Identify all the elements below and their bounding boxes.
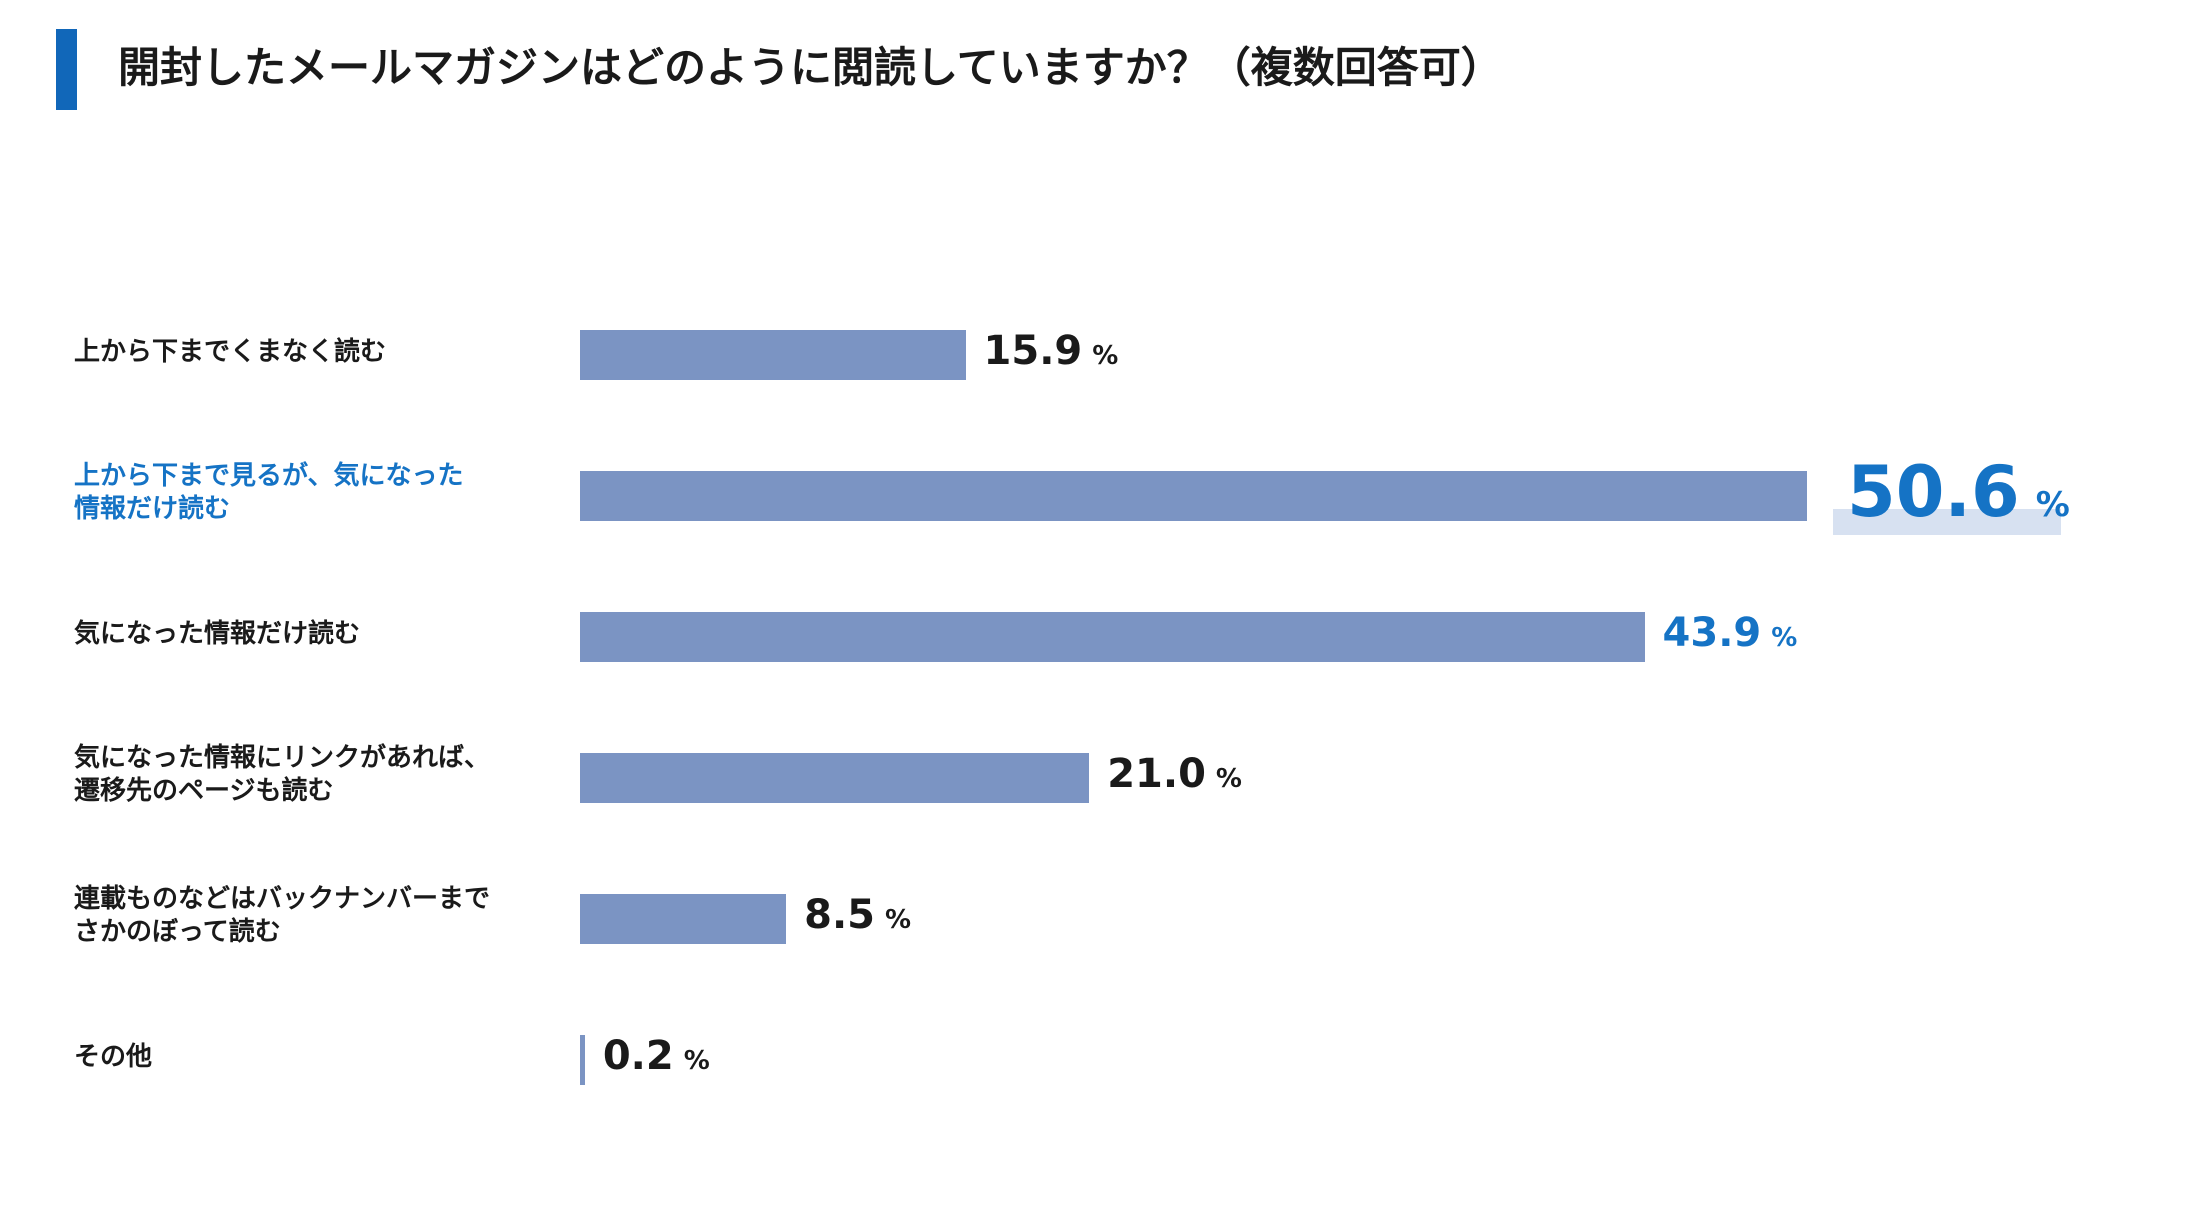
value-unit: % — [1215, 764, 1242, 794]
value-number: 50.6 — [1847, 451, 2020, 533]
bar — [580, 753, 1090, 803]
value-unit: % — [2035, 485, 2070, 525]
chart-title: 開封したメールマガジンはどのように閲読していますか？（複数回答可） — [118, 43, 1503, 92]
bar — [580, 330, 966, 380]
category-label: 気になった情報だけ読む — [74, 618, 361, 649]
value-label: 0.2% — [603, 1033, 710, 1079]
value-label: 8.5% — [804, 892, 911, 938]
category-label: 上から下まで見るが、気になった 情報だけ読む — [74, 461, 464, 524]
value-number: 0.2 — [602, 1033, 674, 1079]
category-label: 上から下までくまなく読む — [74, 336, 387, 367]
bar — [580, 612, 1645, 662]
value-label: 15.9% — [984, 328, 1119, 374]
title-accent-bar — [56, 29, 77, 110]
value-unit: % — [683, 1046, 710, 1076]
value-highlight-box — [1833, 509, 2061, 535]
value-label: 50.6% — [1847, 451, 2070, 533]
value-number: 15.9 — [983, 328, 1083, 374]
value-unit: % — [884, 905, 912, 935]
value-number: 21.0 — [1107, 751, 1206, 797]
bar — [580, 1035, 585, 1085]
category-label: その他 — [74, 1041, 153, 1072]
bar — [580, 471, 1807, 521]
value-unit: % — [1092, 341, 1119, 371]
value-number: 43.9 — [1662, 610, 1762, 656]
category-label: 連載ものなどはバックナンバーまで さかのぼって読む — [74, 884, 491, 947]
value-label: 21.0% — [1107, 751, 1242, 797]
category-label: 気になった情報にリンクがあれば、 遷移先のページも読む — [74, 743, 491, 806]
value-number: 8.5 — [804, 892, 875, 938]
bar — [580, 894, 787, 944]
value-unit: % — [1771, 623, 1798, 653]
value-label: 43.9% — [1663, 610, 1798, 656]
